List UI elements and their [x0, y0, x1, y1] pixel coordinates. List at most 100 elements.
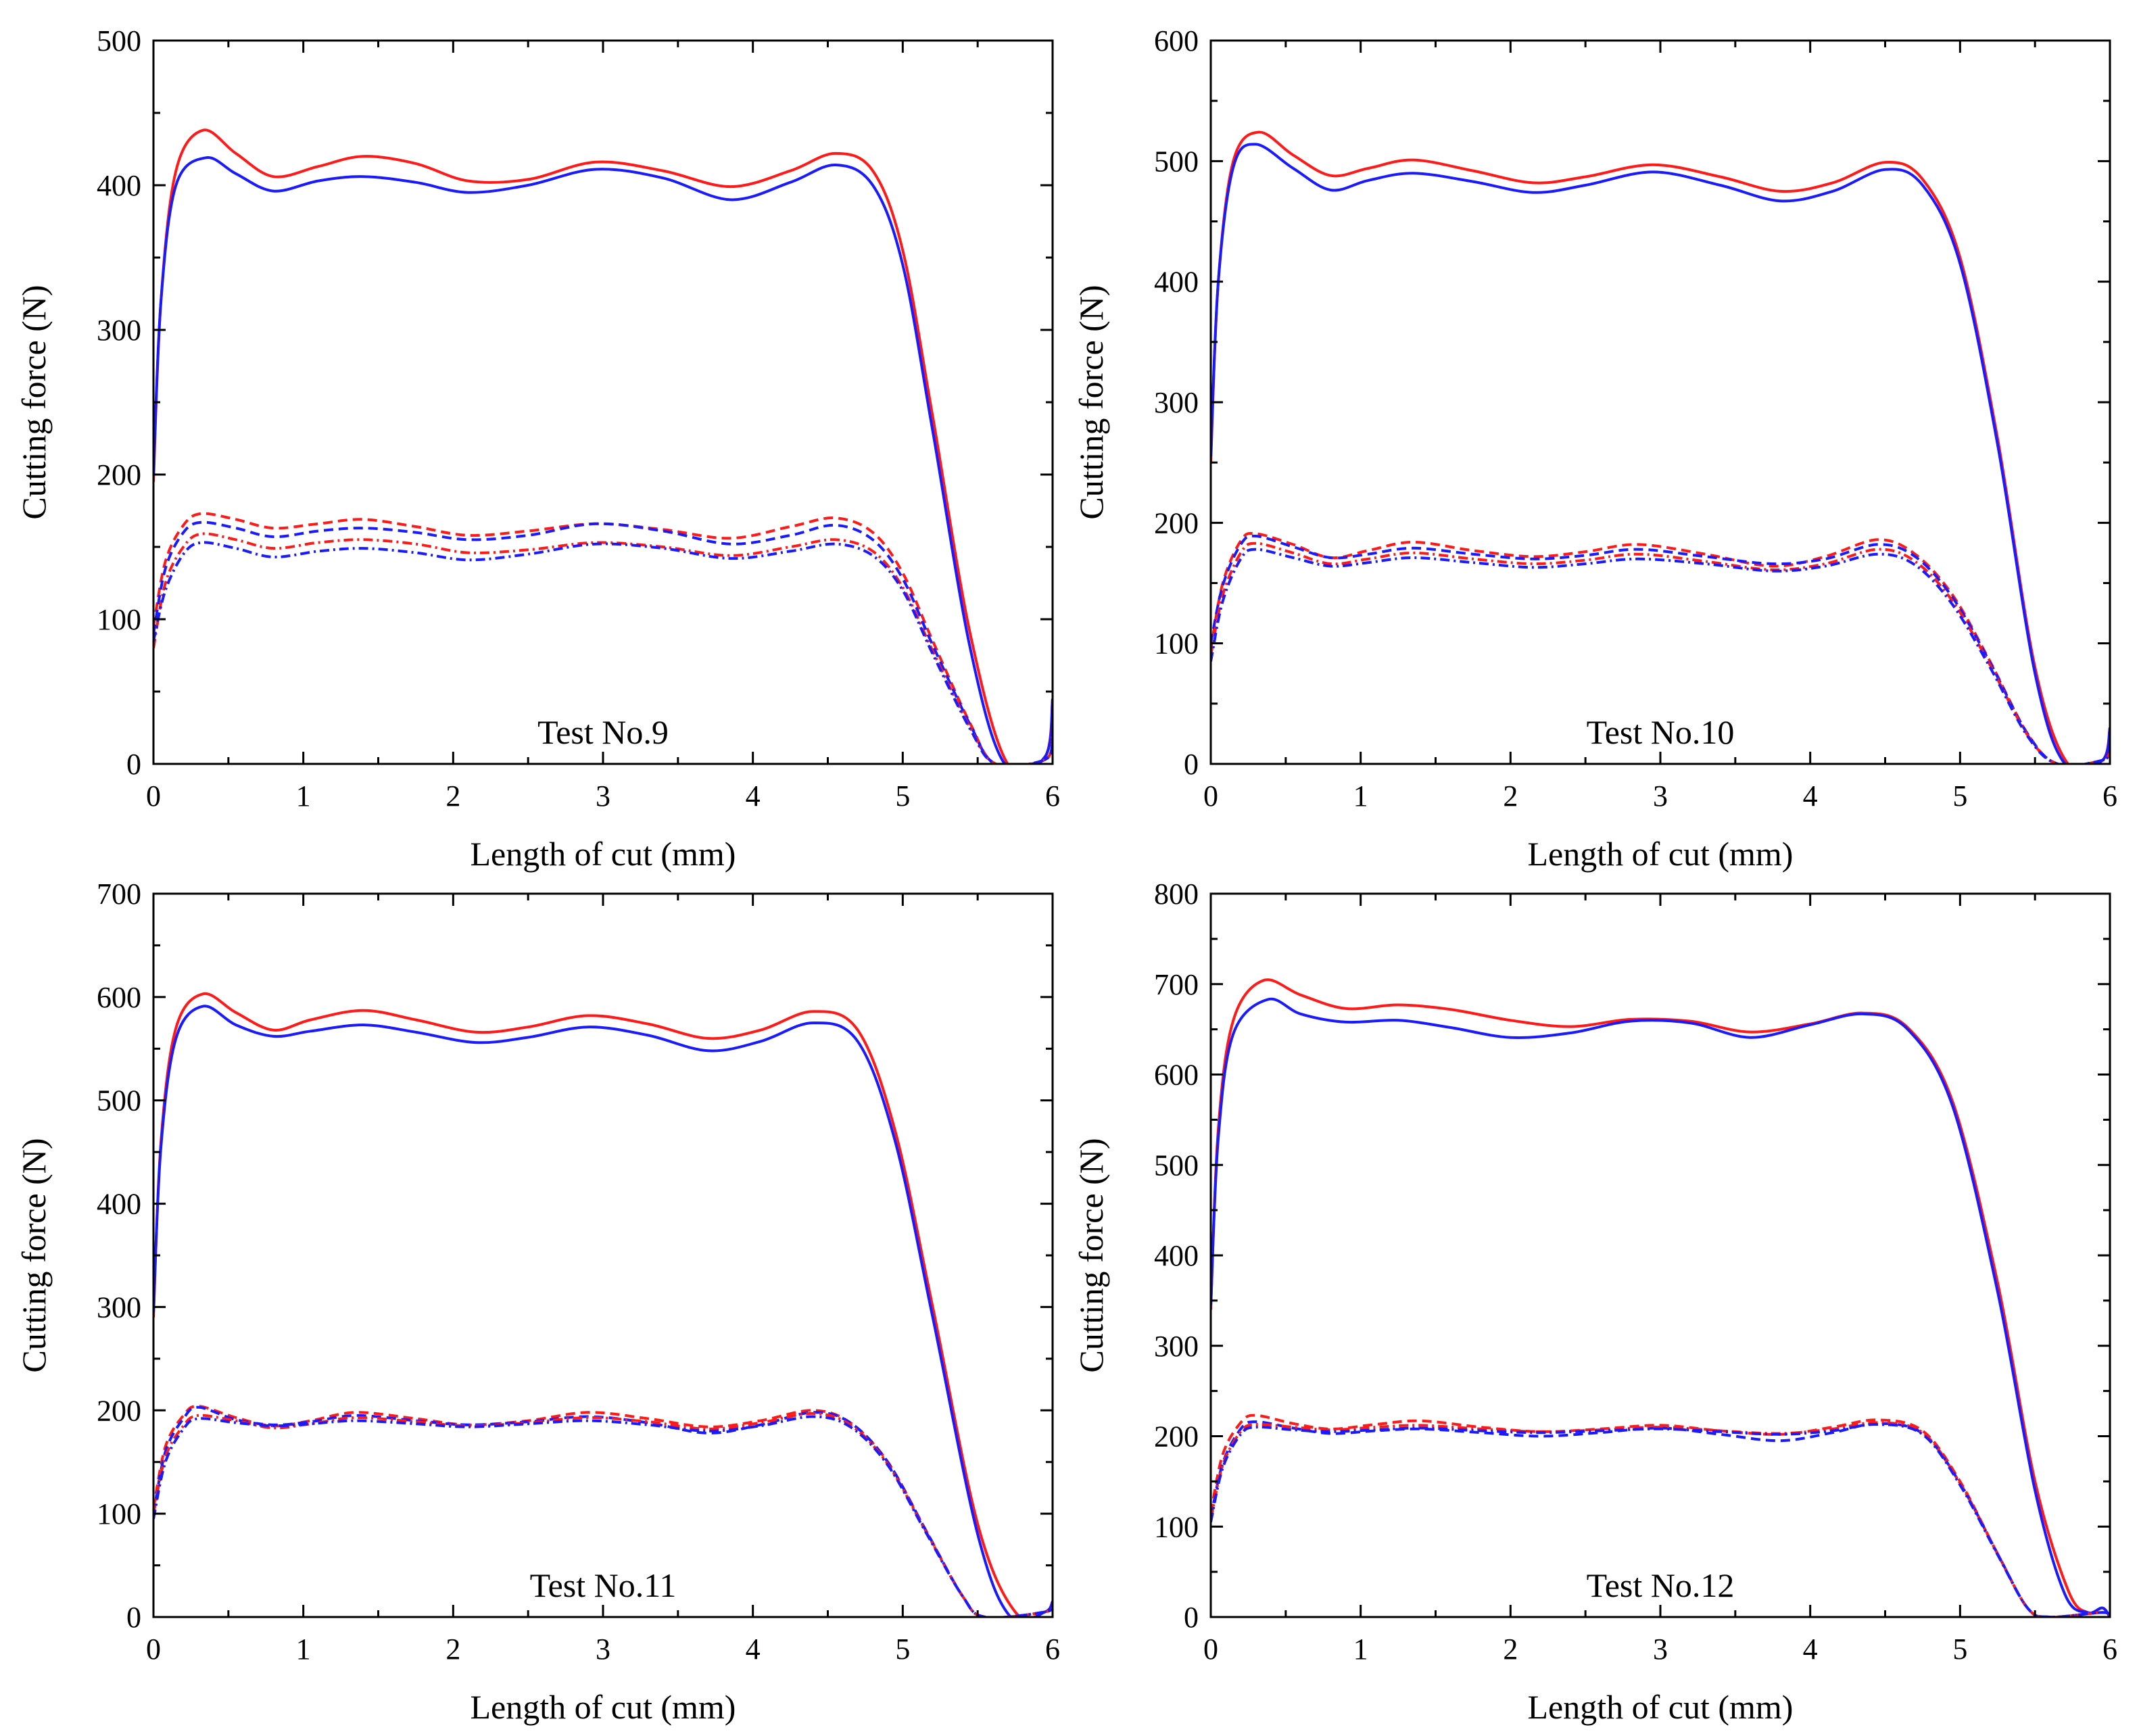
x-tick-label: 3 [1653, 1633, 1668, 1666]
series-group [153, 128, 1053, 764]
series-line-cutting-force-blue-solid [153, 156, 1053, 764]
x-tick-label: 0 [1203, 779, 1218, 813]
y-tick-label: 0 [1184, 748, 1199, 781]
y-tick-label: 300 [97, 1291, 141, 1324]
x-tick-label: 3 [1653, 779, 1668, 813]
test-number-annotation: Test No.12 [1587, 1566, 1735, 1604]
y-tick-label: 400 [1154, 266, 1199, 299]
y-tick-label: 400 [97, 169, 141, 202]
y-tick-label: 0 [126, 748, 141, 781]
series-group [1211, 978, 2110, 1617]
y-tick-label: 600 [1154, 24, 1199, 57]
y-tick-label: 200 [97, 458, 141, 491]
y-tick-label: 600 [97, 981, 141, 1014]
chart-panel-1: 0 1 2 3 4 5 6 0 100 200 300 400 500 Length of cut (mm… [15, 24, 1060, 873]
test-number-annotation: Test No.11 [530, 1566, 677, 1604]
x-tick-label: 5 [895, 779, 910, 813]
x-tick-label: 5 [1952, 1633, 1967, 1666]
x-tick-label: 6 [2102, 779, 2117, 813]
x-tick-label: 5 [1952, 779, 1967, 813]
y-axis-label: Cutting force (N) [15, 1138, 53, 1372]
series-line-cutting-force-blue-solid [1211, 143, 2110, 764]
plot-frame [152, 39, 1054, 765]
x-tick-label: 2 [1503, 779, 1518, 813]
x-tick-label: 6 [1045, 1633, 1060, 1666]
x-tick-label: 4 [746, 779, 761, 813]
x-tick-label: 6 [2102, 1633, 2117, 1666]
y-tick-label: 100 [97, 1497, 141, 1530]
y-tick-label: 200 [1154, 1420, 1199, 1453]
y-tick-label: 200 [1154, 506, 1199, 539]
x-tick-label: 6 [1045, 779, 1060, 813]
series-line-cutting-force-red-solid [1211, 978, 2110, 1617]
x-tick-label: 0 [1203, 1633, 1218, 1666]
x-tick-label: 0 [146, 779, 161, 813]
y-tick-label: 500 [97, 24, 141, 57]
x-tick-label: 4 [746, 1633, 761, 1666]
series-group [1211, 130, 2110, 764]
x-tick-label: 3 [596, 1633, 610, 1666]
series-line-force-blue-dashed [153, 521, 1053, 764]
plot-frame [152, 892, 1054, 1618]
y-tick-label: 400 [97, 1188, 141, 1221]
y-tick-label: 700 [97, 877, 141, 911]
series-line-force-red-dashdot [153, 532, 1053, 764]
y-tick-label: 500 [1154, 1149, 1199, 1182]
chart-panel-3: 0 1 2 3 4 5 6 0 100 200 300 400 500 600 700 Length of c… [15, 877, 1060, 1726]
x-tick-label: 1 [296, 1633, 311, 1666]
x-axis-label: Length of cut (mm) [1528, 835, 1794, 873]
y-tick-label: 100 [97, 603, 141, 636]
y-tick-label: 500 [97, 1084, 141, 1117]
plot-frame [1209, 39, 2111, 765]
y-tick-label: 800 [1154, 877, 1199, 911]
x-tick-label: 0 [146, 1633, 161, 1666]
series-line-force-blue-dashdot [1211, 1423, 2110, 1617]
series-line-force-blue-dashdot [1211, 548, 2110, 764]
y-tick-label: 700 [1154, 968, 1199, 1001]
y-axis-label: Cutting force (N) [15, 285, 53, 519]
x-tick-label: 5 [895, 1633, 910, 1666]
series-line-cutting-force-blue-solid [1211, 997, 2110, 1617]
x-tick-label: 4 [1803, 779, 1818, 813]
y-tick-label: 100 [1154, 627, 1199, 660]
x-tick-label: 2 [446, 1633, 460, 1666]
y-axis-label: Cutting force (N) [1072, 285, 1110, 519]
series-line-cutting-force-red-solid [153, 992, 1053, 1617]
series-line-force-blue-dashdot [153, 1415, 1053, 1617]
y-tick-label: 100 [1154, 1510, 1199, 1543]
y-tick-label: 300 [1154, 386, 1199, 419]
series-line-cutting-force-red-solid [1211, 130, 2110, 764]
y-tick-label: 300 [97, 314, 141, 347]
series-line-force-blue-dashdot [153, 541, 1053, 764]
y-tick-label: 300 [1154, 1330, 1199, 1363]
x-axis-label: Length of cut (mm) [471, 1688, 736, 1726]
chart-panel-4: 0 1 2 3 4 5 6 0 100 200 300 400 500 600 700 800 Length o… [1072, 877, 2117, 1726]
y-tick-label: 400 [1154, 1239, 1199, 1272]
x-axis-label: Length of cut (mm) [471, 835, 736, 873]
test-number-annotation: Test No.9 [537, 713, 669, 751]
series-line-force-red-dashed [153, 1405, 1053, 1617]
y-tick-label: 200 [97, 1394, 141, 1427]
series-line-cutting-force-red-solid [153, 128, 1053, 764]
x-tick-label: 3 [596, 779, 610, 813]
series-line-force-blue-dashed [1211, 1420, 2110, 1617]
y-tick-label: 0 [126, 1601, 141, 1634]
x-tick-label: 2 [446, 779, 460, 813]
y-tick-label: 600 [1154, 1059, 1199, 1092]
x-tick-label: 1 [1353, 1633, 1368, 1666]
series-line-force-red-dashdot [1211, 541, 2110, 764]
series-line-force-red-dashed [153, 512, 1053, 764]
x-tick-label: 4 [1803, 1633, 1818, 1666]
y-axis-label: Cutting force (N) [1072, 1138, 1110, 1372]
chart-panel-2: 0 1 2 3 4 5 6 0 100 200 300 400 500 600 Length of cut … [1072, 24, 2117, 873]
x-tick-label: 2 [1503, 1633, 1518, 1666]
y-tick-label: 500 [1154, 145, 1199, 178]
y-tick-label: 0 [1184, 1601, 1199, 1634]
series-line-cutting-force-blue-solid [153, 1005, 1053, 1617]
x-tick-label: 1 [1353, 779, 1368, 813]
x-tick-label: 1 [296, 779, 311, 813]
test-number-annotation: Test No.10 [1587, 713, 1735, 751]
series-group [153, 992, 1053, 1617]
x-axis-label: Length of cut (mm) [1528, 1688, 1794, 1726]
